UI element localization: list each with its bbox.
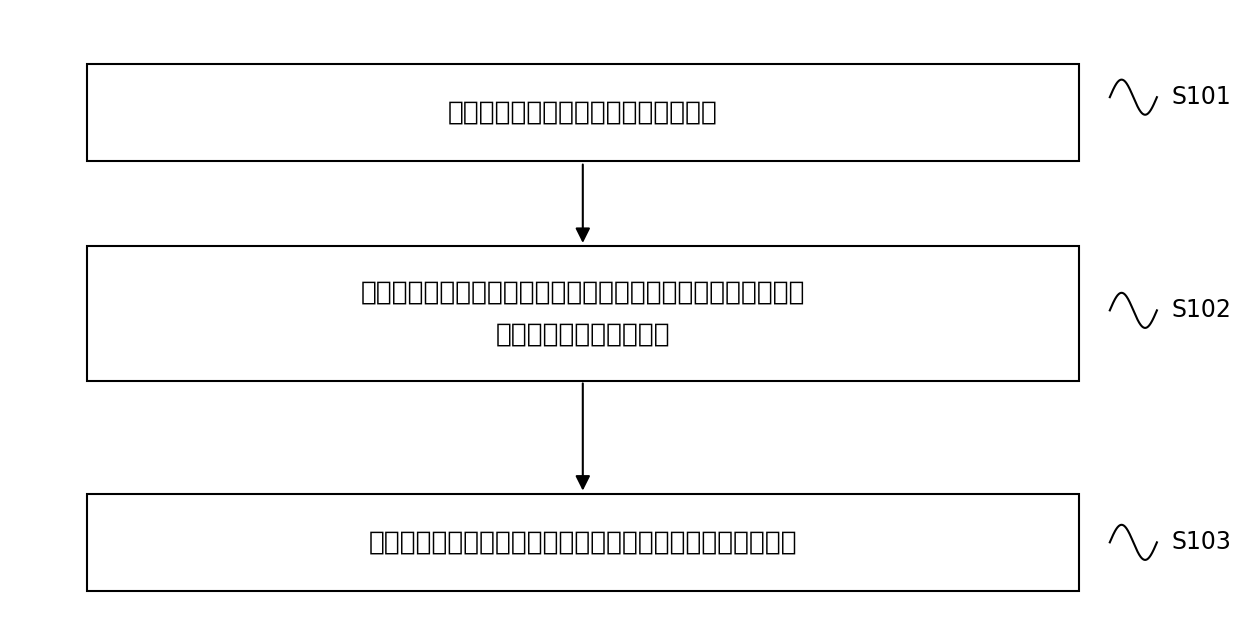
Text: 分别对每个坐标轴的加速度数据进行周期性匹配，将周期性最大
的坐标轴作为目标记步轴: 分别对每个坐标轴的加速度数据进行周期性匹配，将周期性最大 的坐标轴作为目标记步轴: [361, 280, 805, 347]
Text: S103: S103: [1172, 530, 1231, 554]
Bar: [87, 494, 1079, 591]
Bar: [87, 246, 1079, 381]
Text: 根据所述目标记步轴对应的加速度数据，确定所述用户的步数: 根据所述目标记步轴对应的加速度数据，确定所述用户的步数: [368, 529, 797, 556]
Text: S102: S102: [1172, 298, 1231, 322]
Text: S101: S101: [1172, 85, 1231, 109]
Text: 获取用户携带的设备的三轴加速度数据: 获取用户携带的设备的三轴加速度数据: [448, 100, 718, 126]
Bar: [87, 65, 1079, 162]
